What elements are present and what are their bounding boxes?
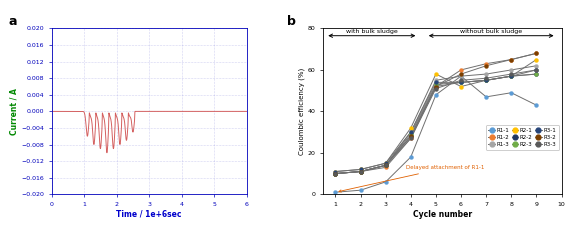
Text: a: a	[9, 15, 17, 28]
Text: Delayed attachment of R1-1: Delayed attachment of R1-1	[339, 165, 484, 192]
Y-axis label: Coulombic efficiency (%): Coulombic efficiency (%)	[298, 68, 304, 155]
X-axis label: Time / 1e+6sec: Time / 1e+6sec	[116, 210, 182, 219]
Text: without bulk sludge: without bulk sludge	[460, 29, 522, 34]
Text: b: b	[287, 15, 296, 28]
Legend: R1-1, R1-2, R1-3, R2-1, R2-2, R2-3, R3-1, R3-2, R3-3: R1-1, R1-2, R1-3, R2-1, R2-2, R2-3, R3-1…	[485, 125, 559, 150]
Y-axis label: Current / A: Current / A	[9, 88, 18, 135]
Text: with bulk sludge: with bulk sludge	[346, 29, 398, 34]
X-axis label: Cycle number: Cycle number	[413, 210, 472, 219]
